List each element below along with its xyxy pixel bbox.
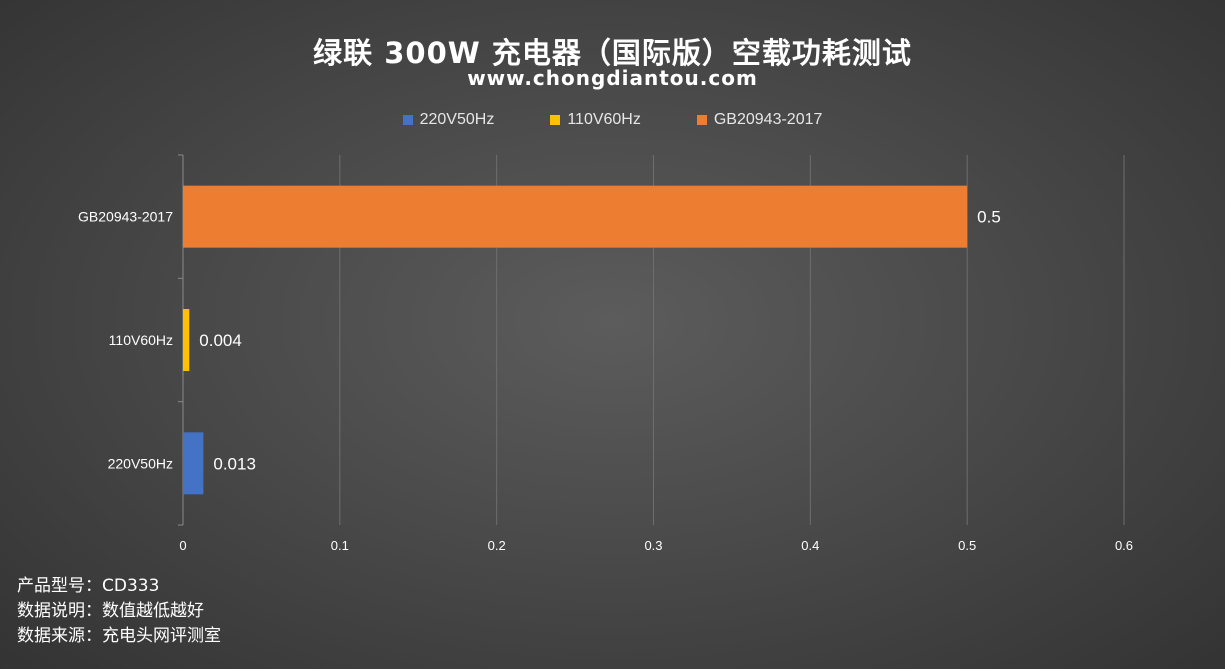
y-category-label: GB20943-2017 [78, 209, 173, 225]
bar-2 [183, 309, 190, 371]
legend-item-gb20943: GB20943-2017 [696, 111, 823, 129]
x-tick-label: 0.4 [801, 538, 819, 553]
x-tick-label: 0.6 [1115, 538, 1133, 553]
data-label: 0.5 [977, 208, 1001, 227]
bar-3 [183, 185, 968, 248]
y-category-label: 110V60Hz [109, 332, 173, 348]
legend-label-gb20943: GB20943-2017 [713, 111, 823, 128]
legend-swatch-gb20943 [696, 115, 707, 125]
bar-1 [183, 432, 204, 495]
data-label: 0.013 [213, 454, 256, 473]
footer-model: 产品型号：CD333 [17, 576, 160, 596]
x-tick-label: 0.2 [488, 538, 506, 553]
legend: 220V50Hz 110V60Hz GB20943-2017 [0, 111, 1225, 129]
data-label: 0.004 [199, 331, 242, 350]
legend-swatch-110v60hz [550, 115, 561, 125]
footer-notes: 产品型号：CD333 数据说明：数值越低越好 数据来源：充电头网评测室 [17, 574, 221, 649]
legend-label-220v50hz: 220V50Hz [419, 111, 495, 128]
legend-item-220v50hz: 220V50Hz [402, 111, 495, 129]
legend-swatch-220v50hz [402, 115, 413, 125]
chart-title: 绿联 300W 充电器（国际版）空载功耗测试 [313, 36, 912, 70]
legend-label-110v60hz: 110V60Hz [567, 111, 641, 128]
y-category-label: 220V50Hz [108, 455, 173, 471]
chart-subtitle: www.chongdiantou.com [467, 66, 758, 90]
x-tick-label: 0 [179, 538, 186, 553]
x-tick-label: 0.5 [958, 538, 976, 553]
x-tick-label: 0.1 [331, 538, 349, 553]
footer-note: 数据说明：数值越低越好 [17, 601, 204, 621]
x-tick-label: 0.3 [644, 538, 662, 553]
footer-source: 数据来源：充电头网评测室 [17, 626, 221, 646]
legend-item-110v60hz: 110V60Hz [550, 111, 641, 129]
